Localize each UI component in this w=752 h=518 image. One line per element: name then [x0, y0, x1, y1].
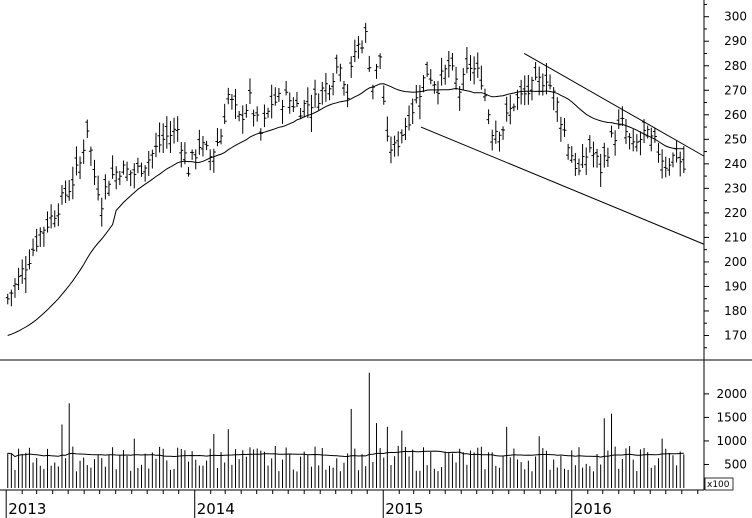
year-label: 2016 — [574, 500, 612, 518]
price-tick-label: 180 — [724, 304, 747, 318]
volume-tick-label: 1500 — [716, 410, 747, 424]
volume-panel: 500 1000 1500 2000 x100 — [7, 372, 747, 491]
price-tick-label: 190 — [724, 279, 747, 293]
price-tick-label: 200 — [724, 255, 747, 269]
price-tick-label: 220 — [724, 206, 747, 220]
price-moving-average — [7, 83, 684, 336]
price-tick-label: 270 — [724, 83, 747, 97]
price-panel: 170 180 190 200 210 220 230 240 250 260 270 280 290 3… — [0, 0, 752, 490]
price-tick-label: 290 — [724, 34, 747, 48]
price-tick-label: 300 — [724, 10, 747, 24]
price-tick-label: 250 — [724, 132, 747, 146]
trend-line-upper — [523, 53, 705, 157]
volume-moving-average — [7, 450, 684, 458]
price-tick-label: 230 — [724, 181, 747, 195]
volume-multiplier-box — [704, 477, 734, 491]
year-label: 2013 — [8, 500, 46, 518]
price-tick-label: 170 — [724, 328, 747, 342]
volume-tick-label: 1000 — [716, 434, 747, 448]
trend-line-lower — [420, 126, 705, 245]
price-tick-label: 260 — [724, 108, 747, 122]
price-tick-label: 280 — [724, 59, 747, 73]
price-tick-label: 210 — [724, 230, 747, 244]
year-label: 2014 — [197, 500, 235, 518]
price-tick-label: 240 — [724, 157, 747, 171]
year-label: 2015 — [385, 500, 423, 518]
time-axis: 2013 2014 2015 2016 — [0, 489, 704, 518]
volume-tick-label: 500 — [724, 457, 747, 471]
volume-tick-label: 2000 — [716, 387, 747, 401]
volume-multiplier-label: x100 — [707, 480, 730, 490]
